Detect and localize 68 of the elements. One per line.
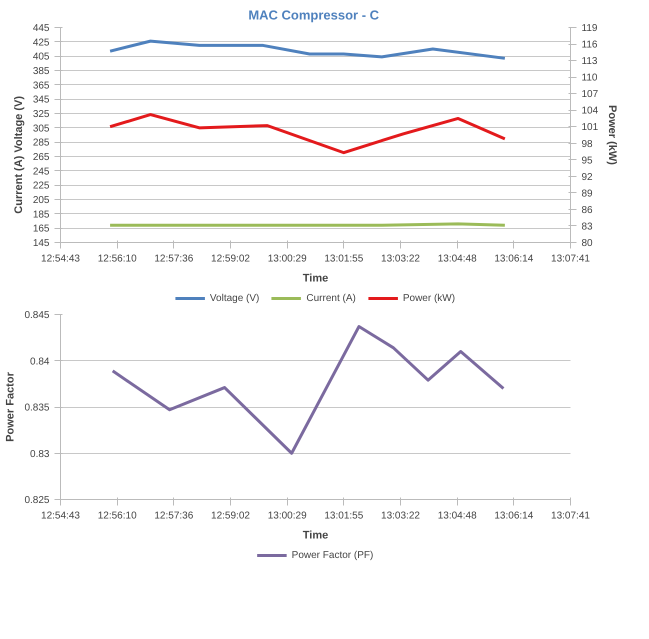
y2-tick-label: 119	[582, 23, 598, 34]
y2-tick-label: 80	[582, 238, 594, 249]
legend-label: Voltage (V)	[210, 292, 260, 304]
x-tick-label: 12:57:36	[154, 510, 194, 522]
x-tick-label: 12:56:10	[98, 254, 138, 264]
y2-tick-label: 110	[582, 72, 598, 84]
y2-tick-label: 95	[582, 155, 594, 166]
y2-tick-label: 107	[582, 89, 599, 100]
x-tick-label: 12:54:43	[41, 510, 80, 522]
y2-tick-label: 113	[582, 56, 598, 68]
y-tick-label: 0.83	[30, 448, 50, 460]
y-tick-label: 265	[32, 152, 50, 163]
x-tick-label: 13:06:14	[494, 254, 534, 264]
y2-axis-title: Power (kW)	[606, 105, 618, 166]
y-tick-label: 425	[32, 37, 50, 48]
x-tick-label: 13:01:55	[324, 510, 364, 522]
y2-tick-label: 92	[582, 172, 594, 183]
x-tick-label: 13:00:29	[268, 510, 308, 522]
x-tick-label: 13:06:14	[494, 510, 534, 522]
x-tick-label: 13:07:41	[551, 510, 590, 522]
y2-tick-label: 98	[582, 138, 594, 150]
legend-label: Current (A)	[306, 292, 356, 304]
x-tick-label: 13:04:48	[438, 254, 478, 264]
y-tick-label: 165	[32, 224, 50, 235]
y-tick-label: 405	[32, 52, 50, 63]
x-tick-label: 12:57:36	[154, 254, 194, 264]
y2-tick-label: 83	[582, 221, 594, 232]
y-axis-title: Current (A) Voltage (V)	[12, 96, 25, 214]
line-series	[108, 40, 506, 60]
y2-tick-label: 101	[582, 122, 599, 134]
y-tick-label: 0.845	[24, 310, 50, 321]
y-tick-label: 325	[32, 109, 50, 120]
y-tick-label: 0.825	[24, 495, 50, 506]
y-tick-label: 345	[32, 94, 50, 106]
y-tick-label: 305	[32, 123, 50, 134]
x-tick-label: 12:59:02	[211, 510, 250, 522]
legend-label: Power Factor (PF)	[292, 550, 374, 560]
y-tick-label: 385	[32, 66, 50, 77]
x-tick-label: 13:00:29	[268, 254, 308, 264]
x-tick-label: 13:01:55	[324, 254, 364, 264]
y2-tick-label: 89	[582, 188, 594, 200]
y2-tick-label: 116	[582, 40, 598, 51]
y-tick-label: 0.84	[30, 356, 50, 368]
y-tick-label: 245	[32, 166, 50, 178]
x-tick-label: 13:04:48	[438, 510, 478, 522]
y-tick-label: 445	[32, 23, 50, 34]
x-tick-label: 13:07:41	[551, 254, 590, 264]
x-axis-title: Time	[302, 530, 328, 542]
line-series	[108, 113, 506, 154]
x-tick-label: 12:54:43	[41, 254, 80, 264]
y-tick-label: 185	[32, 209, 50, 220]
legend-label: Power (kW)	[402, 292, 456, 304]
y-tick-label: 0.835	[24, 402, 50, 414]
y2-tick-label: 104	[582, 106, 599, 117]
chart-title: MAC Compressor - C	[248, 8, 380, 22]
x-tick-label: 13:03:22	[381, 510, 420, 522]
x-axis-title: Time	[302, 272, 328, 284]
x-tick-label: 12:56:10	[98, 510, 138, 522]
x-tick-label: 13:03:22	[381, 254, 420, 264]
x-tick-label: 12:59:02	[211, 254, 250, 264]
y-tick-label: 145	[32, 238, 50, 249]
y-tick-label: 225	[32, 180, 50, 192]
y-axis-title: Power Factor	[4, 371, 16, 442]
line-series	[111, 325, 505, 455]
y-tick-label: 285	[32, 138, 50, 149]
y-tick-label: 205	[32, 195, 50, 206]
y-tick-label: 365	[32, 80, 50, 92]
y2-tick-label: 86	[582, 204, 594, 216]
